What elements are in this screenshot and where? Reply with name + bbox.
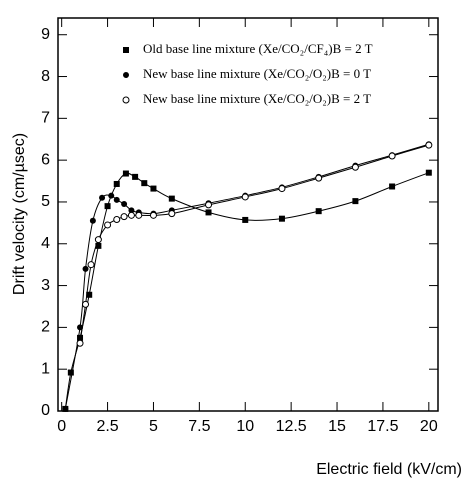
marker	[99, 194, 106, 201]
plot-frame	[57, 17, 439, 412]
marker	[135, 211, 143, 219]
legend-marker	[123, 47, 129, 53]
marker	[132, 173, 139, 180]
marker	[108, 192, 115, 199]
marker	[113, 196, 120, 203]
y-tick-label: 2	[41, 319, 50, 336]
marker	[76, 339, 84, 347]
marker	[82, 265, 89, 272]
x-tick-label: 10	[236, 418, 254, 435]
legend-marker	[123, 72, 129, 78]
marker	[62, 405, 69, 412]
marker	[141, 180, 148, 187]
marker	[205, 201, 213, 209]
marker	[89, 217, 96, 224]
marker	[425, 141, 433, 149]
y-tick-label: 3	[41, 277, 50, 294]
x-tick-label: 15	[328, 418, 346, 435]
marker	[388, 152, 396, 160]
marker	[86, 291, 93, 298]
legend-label: New base line mixture (Xe/CO₂/O₂)B = 0 T	[143, 66, 371, 81]
marker	[113, 216, 121, 224]
marker	[121, 201, 128, 208]
x-tick-label: 2.5	[96, 418, 118, 435]
marker	[389, 183, 396, 190]
series-line	[64, 143, 429, 409]
marker	[278, 185, 286, 193]
marker	[95, 242, 102, 249]
y-tick-label: 9	[41, 26, 50, 43]
marker	[242, 216, 249, 223]
y-axis-label: Drift velocity (cm/µsec)	[11, 133, 28, 295]
marker	[104, 221, 112, 229]
marker	[168, 195, 175, 202]
x-tick-label: 12.5	[276, 418, 307, 435]
marker	[168, 210, 176, 218]
marker	[425, 169, 432, 176]
marker	[352, 198, 359, 205]
x-axis-label: Electric field (kV/cm)	[316, 461, 462, 478]
y-tick-label: 0	[41, 402, 50, 419]
marker	[122, 170, 129, 177]
legend-label: New base line mixture (Xe/CO₂/O₂)B = 2 T	[143, 91, 371, 106]
marker	[149, 211, 157, 219]
marker	[128, 207, 135, 214]
y-tick-label: 1	[41, 360, 50, 377]
marker	[113, 180, 120, 187]
y-tick-label: 6	[41, 151, 50, 168]
x-tick-label: 0	[57, 418, 66, 435]
marker	[77, 324, 84, 331]
legend-label: Old base line mixture (Xe/CO₂/CF₄)B = 2 …	[143, 41, 373, 56]
marker	[77, 334, 84, 341]
marker	[315, 174, 323, 182]
marker	[127, 211, 135, 219]
marker	[82, 300, 90, 308]
marker	[94, 236, 102, 244]
legend-marker	[122, 96, 130, 104]
marker	[241, 193, 249, 201]
marker	[351, 163, 359, 171]
marker	[67, 369, 74, 376]
y-tick-label: 8	[41, 68, 50, 85]
marker	[87, 261, 95, 269]
y-tick-label: 4	[41, 235, 50, 252]
x-tick-label: 7.5	[188, 418, 210, 435]
y-tick-label: 7	[41, 110, 50, 127]
y-tick-label: 5	[41, 193, 50, 210]
x-tick-label: 20	[420, 418, 438, 435]
marker	[104, 203, 111, 210]
series-line	[64, 172, 429, 409]
marker	[150, 185, 157, 192]
marker	[120, 213, 128, 221]
marker	[205, 209, 212, 216]
marker	[315, 208, 322, 215]
x-tick-label: 17.5	[367, 418, 398, 435]
x-tick-label: 5	[149, 418, 158, 435]
marker	[278, 215, 285, 222]
